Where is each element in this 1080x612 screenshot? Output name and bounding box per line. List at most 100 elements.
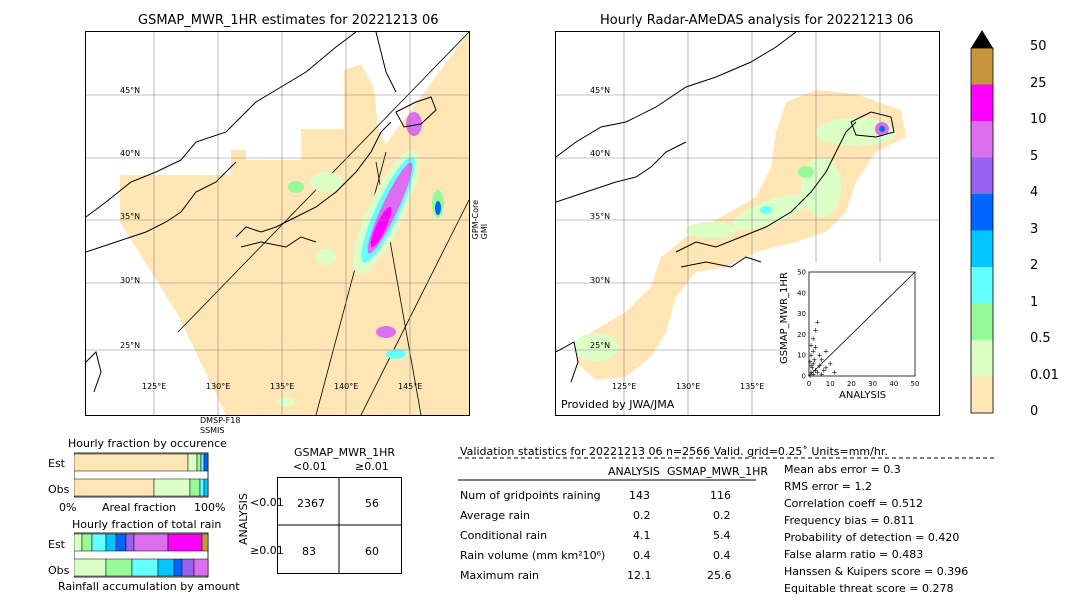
radar-rain-4 (686, 222, 736, 238)
left-lat-25: 25°N (120, 341, 141, 350)
scatter-ytick: 50 (797, 269, 806, 277)
rain-s (278, 397, 294, 407)
left-lon-130: 130°E (206, 382, 231, 391)
colorbar-label: 0.5 (1030, 331, 1051, 346)
colorbar-segment (971, 157, 993, 194)
score-freq-bias: Frequency bias = 0.811 (784, 514, 915, 527)
occurrence-x-left: 0% (59, 501, 77, 514)
scatter-point: + (808, 341, 814, 349)
stat-row-b: 5.4 (713, 529, 731, 542)
occ-est-light (187, 453, 198, 472)
colorbar-segment (971, 303, 993, 340)
left-lat-30: 30°N (120, 276, 141, 285)
colorbar-label: 0.01 (1030, 367, 1059, 383)
rain-south2 (386, 349, 406, 359)
scatter-point: + (810, 360, 816, 368)
right-lon-135: 135°E (740, 382, 765, 391)
validation-dashed-line (458, 457, 996, 459)
stat-row-a: 143 (629, 489, 650, 502)
tot-est-7 (133, 533, 169, 552)
score-mae: Mean abs error = 0.3 (784, 463, 901, 476)
stat-row-label: Conditional rain (460, 529, 548, 542)
colorbar-segment (971, 121, 993, 158)
colorbar-segment (971, 230, 993, 267)
scatter-point: + (827, 360, 833, 368)
occ-est-3 (203, 453, 209, 472)
validation-col-line (458, 479, 756, 481)
right-map: 45°N 40°N 35°N 30°N 25°N 125°E 130°E 135… (555, 31, 940, 416)
scatter-point: + (823, 364, 829, 372)
scatter-xtick: 30 (868, 380, 877, 388)
tot-obs-6 (181, 558, 195, 577)
scatter-point: + (832, 368, 838, 376)
contingency-col-head-1: <0.01 (293, 460, 327, 473)
scatter-point: + (819, 356, 825, 364)
occurrence-row-obs: Obs (48, 483, 70, 496)
occ-est-1 (196, 453, 202, 472)
total-footer: Rainfall accumulation by amount (58, 580, 240, 593)
occurrence-x-right: 100% (194, 501, 226, 514)
stat-row-a: 4.1 (633, 529, 651, 542)
scatter-inset: 0 0 10 10 20 20 30 30 40 40 50 50 + + + + + + + + + + + + + + + + +… (779, 262, 939, 415)
tot-est-9 (201, 533, 209, 552)
scatter-point: + (817, 352, 823, 360)
validation-col2: GSMAP_MWR_1HR (667, 465, 769, 478)
tot-est-5 (115, 533, 127, 552)
total-title: Hourly fraction of total rain (72, 518, 222, 531)
tot-obs-3 (131, 558, 159, 577)
colorbar-segment (971, 340, 993, 377)
scatter-point: + (808, 362, 814, 370)
stat-row-b: 25.6 (707, 569, 732, 582)
tot-obs-7 (193, 558, 209, 577)
colorbar-label: 4 (1030, 185, 1039, 200)
scatter-point: + (811, 356, 817, 364)
right-lat-40: 40°N (590, 149, 611, 158)
right-map-credit: Provided by JWA/JMA (561, 398, 675, 411)
stat-row-a: 0.2 (633, 509, 651, 522)
colorbar-segment (971, 267, 993, 304)
occurrence-bars (74, 452, 209, 498)
radar-rain-7 (879, 126, 885, 132)
occurrence-x-mid: Areal fraction (102, 501, 177, 514)
stat-row-label: Num of gridpoints raining (460, 489, 601, 502)
scatter-ytick: 20 (797, 331, 806, 339)
radar-rain-8 (798, 166, 814, 178)
occurrence-row-est: Est (48, 457, 65, 470)
colorbar-segment (971, 376, 993, 413)
contingency-cell-fp: 56 (365, 497, 379, 510)
right-coastlines (556, 32, 895, 383)
rain-sw (316, 249, 336, 265)
scatter-ylabel: GSMAP_MWR_1HR (779, 272, 790, 364)
colorbar-label: 0 (1030, 404, 1039, 419)
left-map-canvas (86, 32, 469, 415)
contingency-row-head-1: <0.01 (250, 496, 284, 509)
occ-est-2 (200, 453, 205, 472)
right-lat-30: 30°N (590, 276, 611, 285)
stat-row-b: 116 (710, 489, 731, 502)
occ-obs-dry (74, 478, 155, 497)
colorbar (970, 30, 994, 414)
tot-est-1 (74, 533, 83, 552)
stat-row-a: 0.4 (633, 549, 651, 562)
stat-row-b: 0.2 (713, 509, 731, 522)
scatter-point: + (823, 348, 829, 356)
left-map-title: GSMAP_MWR_1HR estimates for 20221213 06 (138, 13, 439, 28)
right-map-title: Hourly Radar-AMeDAS analysis for 2022121… (600, 13, 914, 28)
swath-dmsp (120, 32, 469, 415)
rain-west2 (288, 181, 304, 193)
left-lon-125: 125°E (142, 382, 167, 391)
tot-est-8 (167, 533, 203, 552)
occ-est-dry (74, 453, 189, 472)
scatter-ytick: 40 (797, 289, 806, 297)
scatter-xlabel: ANALYSIS (839, 390, 887, 401)
left-sensor-right: GPM-Core GMI (471, 200, 489, 240)
contingency-row-head-2: ≥0.01 (250, 544, 284, 557)
left-lat-45: 45°N (120, 86, 141, 95)
radar-rain-1 (816, 118, 896, 146)
right-lat-25: 25°N (590, 341, 611, 350)
tot-est-2 (81, 533, 93, 552)
radar-rain-5 (574, 333, 618, 361)
stat-row-b: 0.4 (713, 549, 731, 562)
contingency-cell-tn: 2367 (297, 497, 325, 510)
